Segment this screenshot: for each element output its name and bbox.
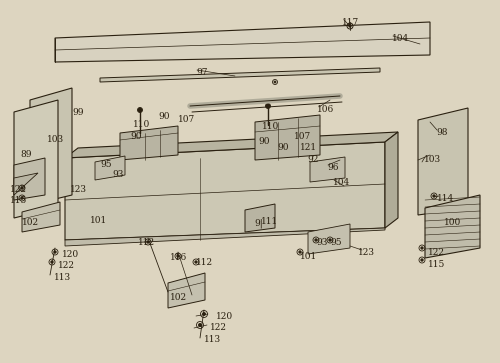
Polygon shape — [14, 173, 38, 195]
Text: 123: 123 — [358, 248, 375, 257]
Polygon shape — [14, 100, 58, 218]
Text: 110: 110 — [262, 122, 279, 131]
Circle shape — [421, 247, 423, 249]
Text: 113: 113 — [204, 335, 221, 344]
Text: 101: 101 — [90, 216, 107, 225]
Polygon shape — [310, 157, 345, 182]
Circle shape — [177, 255, 179, 257]
Text: 117: 117 — [342, 18, 359, 27]
Text: 122: 122 — [10, 185, 27, 194]
Polygon shape — [418, 108, 468, 215]
Text: 115: 115 — [10, 196, 28, 205]
Circle shape — [202, 313, 205, 315]
Text: 106: 106 — [317, 105, 334, 114]
Circle shape — [54, 251, 56, 253]
Text: 92: 92 — [307, 155, 318, 164]
Text: 115: 115 — [428, 260, 446, 269]
Text: 104: 104 — [392, 34, 409, 43]
Text: 121: 121 — [300, 143, 317, 152]
Circle shape — [315, 239, 317, 241]
Polygon shape — [22, 202, 60, 232]
Polygon shape — [100, 68, 380, 82]
Text: 93: 93 — [112, 170, 124, 179]
Text: 90: 90 — [258, 137, 270, 146]
Circle shape — [21, 197, 23, 199]
Circle shape — [433, 195, 435, 197]
Polygon shape — [120, 126, 178, 160]
Text: 116: 116 — [170, 253, 187, 262]
Text: 120: 120 — [216, 312, 233, 321]
Polygon shape — [255, 115, 320, 160]
Text: 9|: 9| — [254, 218, 263, 228]
Text: 96: 96 — [327, 163, 338, 172]
Text: 122: 122 — [428, 248, 445, 257]
Text: 111: 111 — [261, 217, 278, 226]
Text: 120: 120 — [62, 250, 79, 259]
Circle shape — [51, 261, 53, 263]
Circle shape — [138, 107, 142, 113]
Polygon shape — [14, 158, 45, 200]
Text: 100: 100 — [444, 218, 461, 227]
Text: 114: 114 — [437, 194, 454, 203]
Text: 93: 93 — [316, 238, 328, 247]
Text: 112: 112 — [138, 238, 155, 247]
Text: 90: 90 — [158, 112, 170, 121]
Polygon shape — [95, 156, 125, 180]
Circle shape — [198, 323, 202, 326]
Text: 123: 123 — [70, 185, 87, 194]
Text: 97: 97 — [196, 68, 207, 77]
Polygon shape — [55, 22, 430, 62]
Text: 122: 122 — [58, 261, 75, 270]
Text: 101: 101 — [300, 252, 318, 261]
Text: 89: 89 — [20, 150, 32, 159]
Polygon shape — [425, 195, 480, 258]
Circle shape — [274, 81, 276, 83]
Text: 112: 112 — [196, 258, 213, 267]
Polygon shape — [308, 224, 350, 254]
Text: 113: 113 — [54, 273, 71, 282]
Circle shape — [266, 103, 270, 109]
Polygon shape — [65, 142, 385, 240]
Text: 122: 122 — [210, 323, 227, 332]
Polygon shape — [245, 204, 275, 232]
Text: 90: 90 — [277, 143, 288, 152]
Circle shape — [195, 261, 197, 263]
Circle shape — [421, 259, 423, 261]
Text: 90: 90 — [130, 132, 141, 141]
Text: 104: 104 — [333, 178, 350, 187]
Circle shape — [147, 241, 149, 243]
Circle shape — [21, 187, 23, 189]
Text: 107: 107 — [178, 115, 195, 124]
Text: 107: 107 — [294, 132, 311, 141]
Circle shape — [349, 25, 351, 27]
Text: 103: 103 — [47, 135, 64, 144]
Circle shape — [299, 251, 301, 253]
Polygon shape — [168, 273, 205, 308]
Text: 98: 98 — [436, 128, 448, 137]
Polygon shape — [30, 88, 72, 205]
Text: 95: 95 — [330, 238, 342, 247]
Text: 102: 102 — [22, 218, 39, 227]
Text: 102: 102 — [170, 293, 187, 302]
Text: 110: 110 — [133, 120, 150, 129]
Circle shape — [329, 239, 331, 241]
Text: 99: 99 — [72, 108, 84, 117]
Polygon shape — [65, 228, 385, 246]
Text: 103: 103 — [424, 155, 441, 164]
Text: 95: 95 — [100, 160, 112, 169]
Polygon shape — [385, 132, 398, 228]
Polygon shape — [65, 132, 398, 158]
